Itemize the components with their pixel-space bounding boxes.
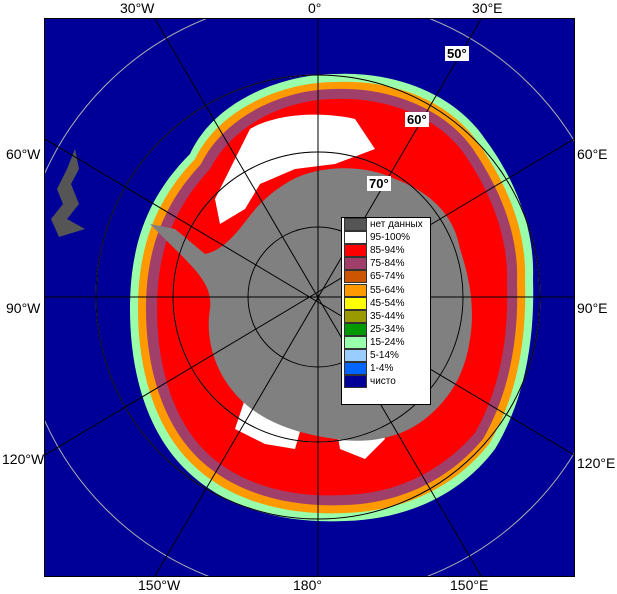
legend-item: 35-44%	[342, 309, 430, 323]
legend-label: 1-4%	[370, 363, 394, 375]
legend-item: 55-64%	[342, 283, 430, 297]
legend-label: 55-64%	[370, 284, 405, 296]
lat-label-60: 60°	[405, 112, 429, 127]
south-america-landmass	[51, 149, 85, 237]
lon-label-180: 180°	[293, 577, 322, 593]
lon-label-150w: 150°W	[138, 577, 181, 593]
legend-item: 25-34%	[342, 322, 430, 336]
lon-label-120w: 120°W	[2, 451, 45, 467]
legend-label: нет данных	[370, 219, 423, 231]
legend-label: 35-44%	[370, 310, 405, 322]
legend-label: 75-84%	[370, 258, 405, 270]
legend-swatch	[344, 335, 367, 349]
legend-swatch	[344, 322, 367, 336]
legend-label: 95-100%	[370, 232, 411, 244]
legend-swatch	[344, 348, 367, 362]
legend-label: чисто	[370, 376, 396, 388]
lon-label-90e: 90°E	[577, 300, 608, 316]
lon-label-60e: 60°E	[577, 146, 608, 162]
lon-label-0: 0°	[308, 0, 322, 16]
legend-label: 65-74%	[370, 271, 405, 283]
lon-label-60w: 60°W	[6, 146, 41, 162]
meridian-lines	[45, 19, 574, 576]
legend-swatch	[344, 296, 367, 310]
legend-label: 85-94%	[370, 245, 405, 257]
legend-label: 25-34%	[370, 323, 405, 335]
map-canvas	[45, 19, 574, 576]
legend-swatch	[344, 231, 367, 245]
legend-label: 45-54%	[370, 297, 405, 309]
legend-item: 75-84%	[342, 257, 430, 271]
ice-patch-weddell	[215, 114, 375, 224]
legend: нет данных 95-100% 85-94% 75-84% 65-74% …	[341, 217, 431, 405]
lon-label-30e: 30°E	[472, 0, 503, 16]
legend-item: 65-74%	[342, 270, 430, 284]
legend-item: 5-14%	[342, 348, 430, 362]
legend-swatch	[344, 257, 367, 271]
lon-label-30w: 30°W	[120, 0, 155, 16]
legend-item: 45-54%	[342, 296, 430, 310]
sea-ice-map	[44, 18, 575, 577]
lon-label-90w: 90°W	[6, 300, 41, 316]
legend-item: 95-100%	[342, 231, 430, 245]
legend-swatch	[344, 309, 367, 323]
lon-label-120e: 120°E	[577, 455, 616, 471]
lon-label-150e: 150°E	[450, 577, 489, 593]
legend-swatch	[344, 362, 367, 376]
legend-label: 5-14%	[370, 349, 399, 361]
lat-label-70: 70°	[367, 176, 391, 191]
legend-swatch	[344, 375, 367, 389]
legend-item: 85-94%	[342, 244, 430, 258]
legend-item: чисто	[342, 375, 430, 389]
legend-item: 1-4%	[342, 362, 430, 376]
legend-item: нет данных	[342, 218, 430, 232]
legend-swatch	[344, 244, 367, 258]
legend-item: 15-24%	[342, 335, 430, 349]
legend-swatch	[344, 218, 367, 232]
lat-label-50: 50°	[445, 46, 469, 61]
legend-swatch	[344, 283, 367, 297]
legend-swatch	[344, 270, 367, 284]
legend-label: 15-24%	[370, 336, 405, 348]
